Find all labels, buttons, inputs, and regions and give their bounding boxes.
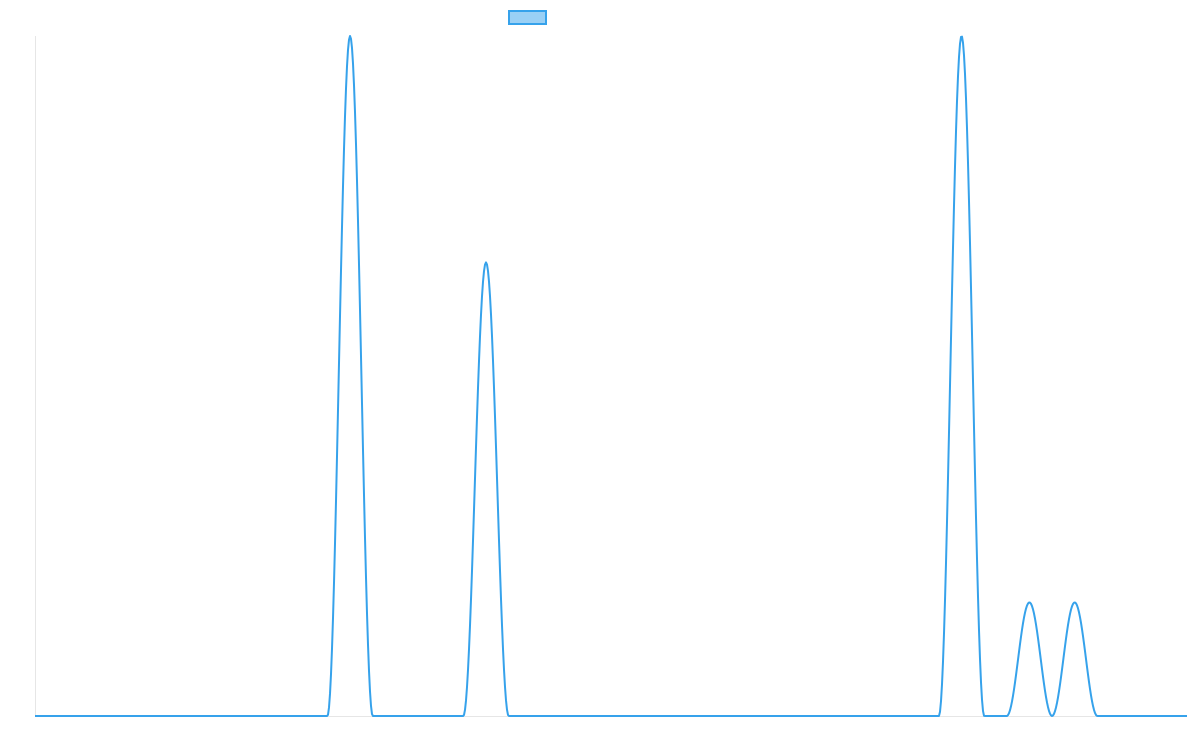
series-layer bbox=[35, 35, 1187, 717]
series-line bbox=[35, 35, 1187, 717]
legend-swatch[interactable] bbox=[508, 10, 547, 25]
